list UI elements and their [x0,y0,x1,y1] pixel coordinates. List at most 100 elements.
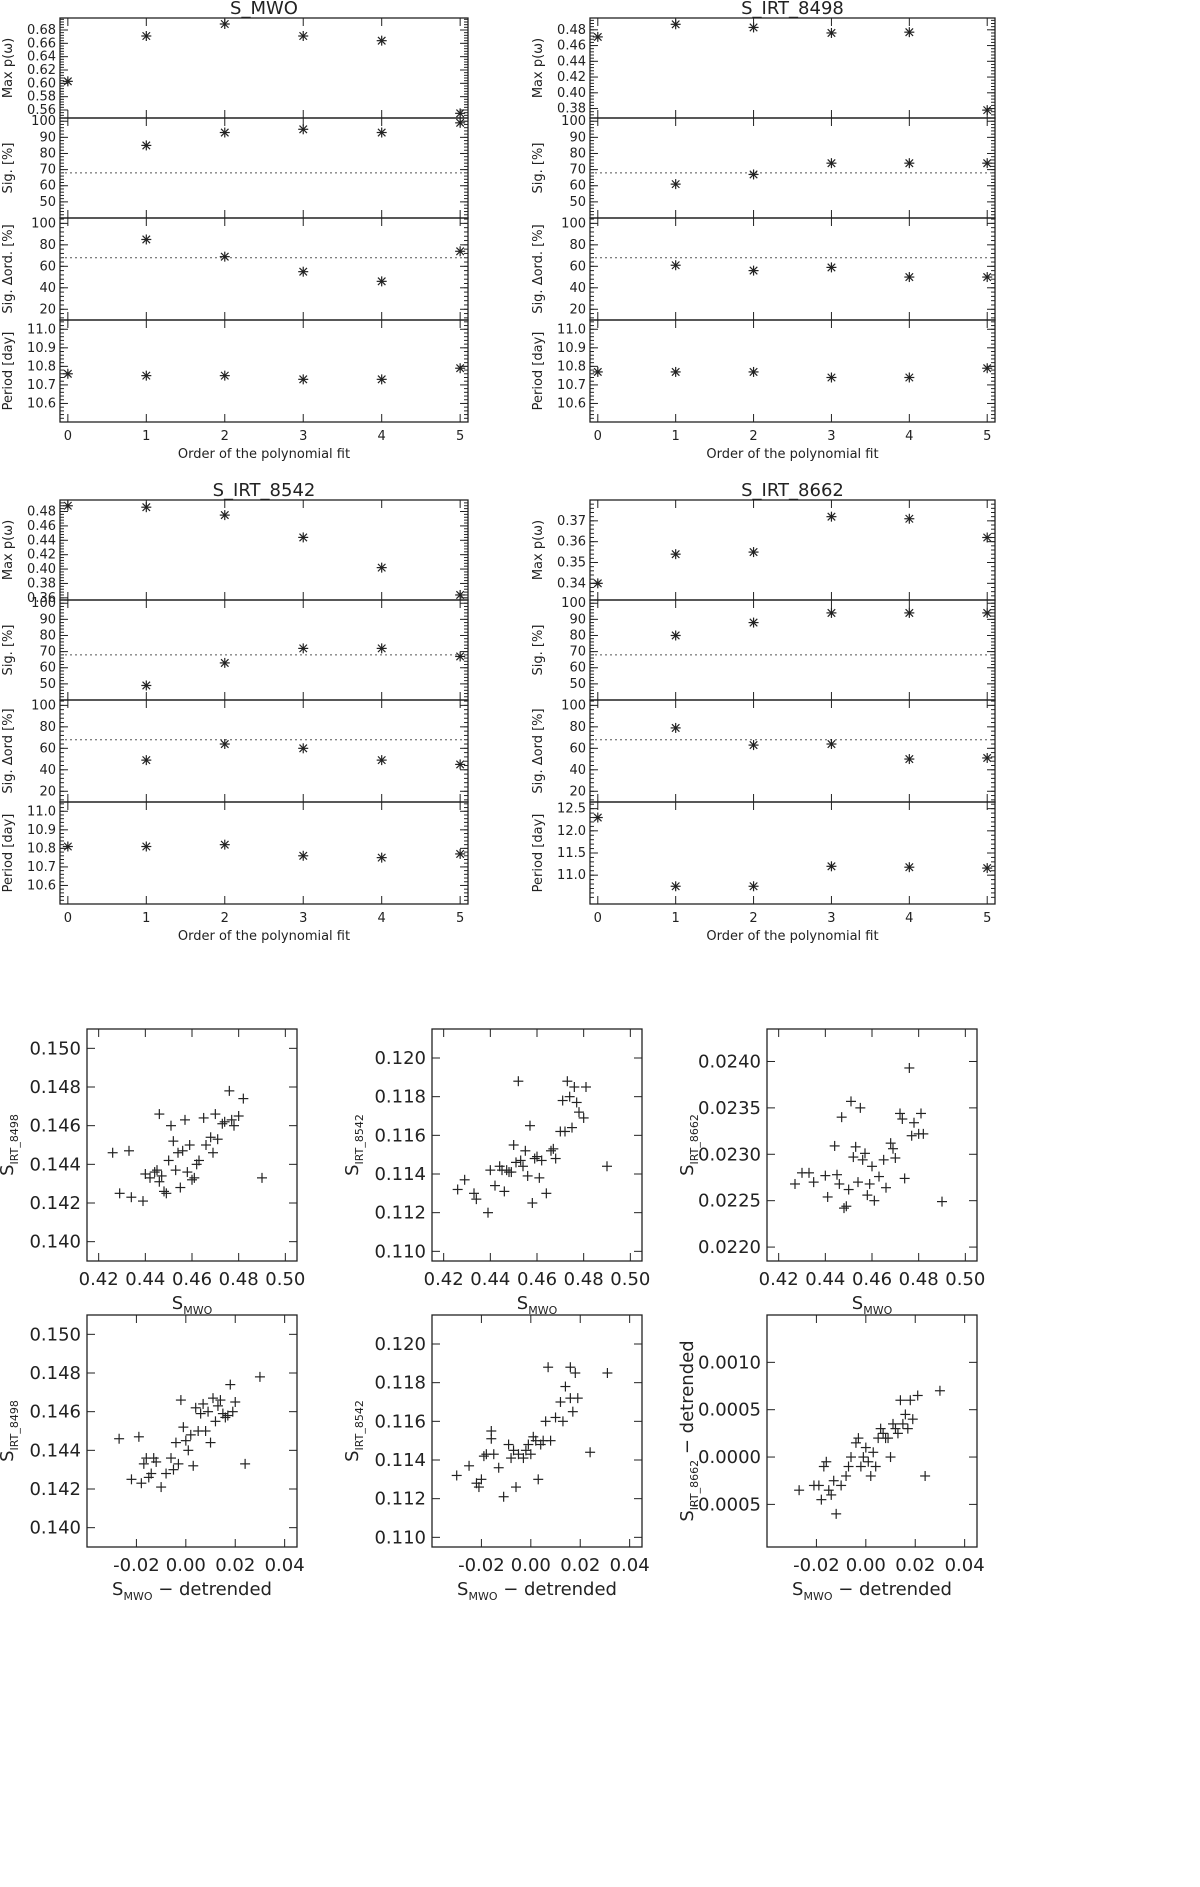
y-tick-label: 0.35 [557,556,586,571]
data-point [203,1406,214,1417]
data-point [476,1474,487,1485]
panel: 20 40 60 80 100 Sig. Δord. [%] [1,216,469,321]
y-tick-label: 80 [569,146,586,161]
y-axis-label: Sig. [%] [1,625,16,676]
x-tick-label: 3 [299,911,307,926]
x-axis-label: SMWO − detrended [457,1579,617,1603]
data-point [455,109,465,118]
data-point [168,1136,179,1147]
data-point [299,125,308,134]
data-point [520,1145,531,1156]
y-axis-label: Period [day] [531,814,546,893]
y-tick-label: 10.6 [27,396,56,411]
y-tick-label: 80 [39,628,56,643]
panel: 0.560.580.600.620.640.660.68 Max p(ω) [1,17,469,119]
y-tick-label: 0.118 [374,1087,426,1108]
x-tick-label: 5 [983,429,991,444]
x-tick-label: 0.42 [424,1269,464,1290]
data-point [226,1114,237,1125]
data-point [522,1170,533,1181]
x-tick-label: 5 [456,429,464,444]
data-point [853,1177,863,1188]
panel-frame [59,117,469,219]
data-point [836,1112,847,1123]
y-axis-label: Sig. Δord. [%] [1,224,16,313]
data-point [499,1186,510,1197]
y-axis-label: Sig. [%] [1,143,16,194]
data-point [827,263,836,272]
y-tick-label: 10.6 [27,878,56,893]
data-point [864,1178,875,1189]
data-point [210,1416,221,1427]
y-tick-label: 0.146 [29,1116,81,1137]
plot-frame [431,1028,643,1262]
data-point [224,1085,235,1096]
y-tick-label: 0.42 [27,548,56,563]
y-axis-label: Period [day] [1,332,16,411]
data-point [240,1458,251,1469]
y-tick-label: 0.42 [557,70,586,85]
data-point [870,1461,881,1472]
y-tick-label: 0.0005 [698,1400,761,1421]
y-tick-label: 0.68 [27,23,56,38]
data-point [560,1381,571,1392]
y-tick-label: 11.0 [557,322,586,337]
data-point [841,1470,852,1481]
y-tick-label: 0.38 [557,102,586,117]
data-point [107,1147,118,1158]
data-point [897,1114,908,1125]
data-point [485,1165,496,1176]
y-tick-label: 70 [569,163,586,178]
y-tick-label: 90 [569,130,586,145]
data-point [471,1194,482,1205]
data-point [749,882,758,891]
x-tick-label: 0.42 [79,1269,119,1290]
data-point [182,1167,193,1178]
data-point [570,1368,581,1378]
x-tick-label: 4 [378,911,386,926]
data-point [159,1186,169,1197]
y-tick-label: 60 [569,179,586,194]
y-tick-label: 10.7 [27,378,56,393]
data-point [210,1109,221,1120]
data-point [983,533,992,542]
data-point [455,118,465,128]
data-point [63,501,73,510]
data-point [826,1489,837,1500]
data-point [133,1431,144,1442]
chart-title: S_IRT_8498 [741,0,844,19]
x-tick-label: 5 [983,911,991,926]
data-point [828,1475,839,1486]
x-tick-label: 1 [142,911,150,926]
data-point [205,1132,216,1143]
data-point [149,1167,160,1178]
panel-frame [589,801,996,905]
y-tick-label: 100 [561,698,586,713]
data-point [180,1435,191,1446]
data-point [483,1207,493,1218]
data-point [888,1143,898,1154]
data-point [459,1174,470,1185]
data-point [827,373,836,382]
data-point [853,1433,864,1444]
data-point [983,608,992,618]
data-point [671,261,680,270]
data-point [490,1180,500,1191]
y-tick-label: 80 [569,628,586,643]
data-point [299,533,308,542]
data-point [831,1508,842,1519]
data-point [567,1406,578,1417]
data-point [518,1161,528,1172]
data-point [546,1145,556,1156]
y-tick-label: 0.46 [557,39,586,54]
y-tick-label: 20 [569,784,586,799]
panel: 11.0 11.5 12.0 12.5 Period [day] [531,801,996,905]
y-tick-label: 100 [561,216,586,231]
y-tick-label: 0.0235 [698,1098,761,1119]
data-point [498,1491,509,1502]
x-tick-label: 0 [64,429,72,444]
data-point [860,1442,871,1453]
